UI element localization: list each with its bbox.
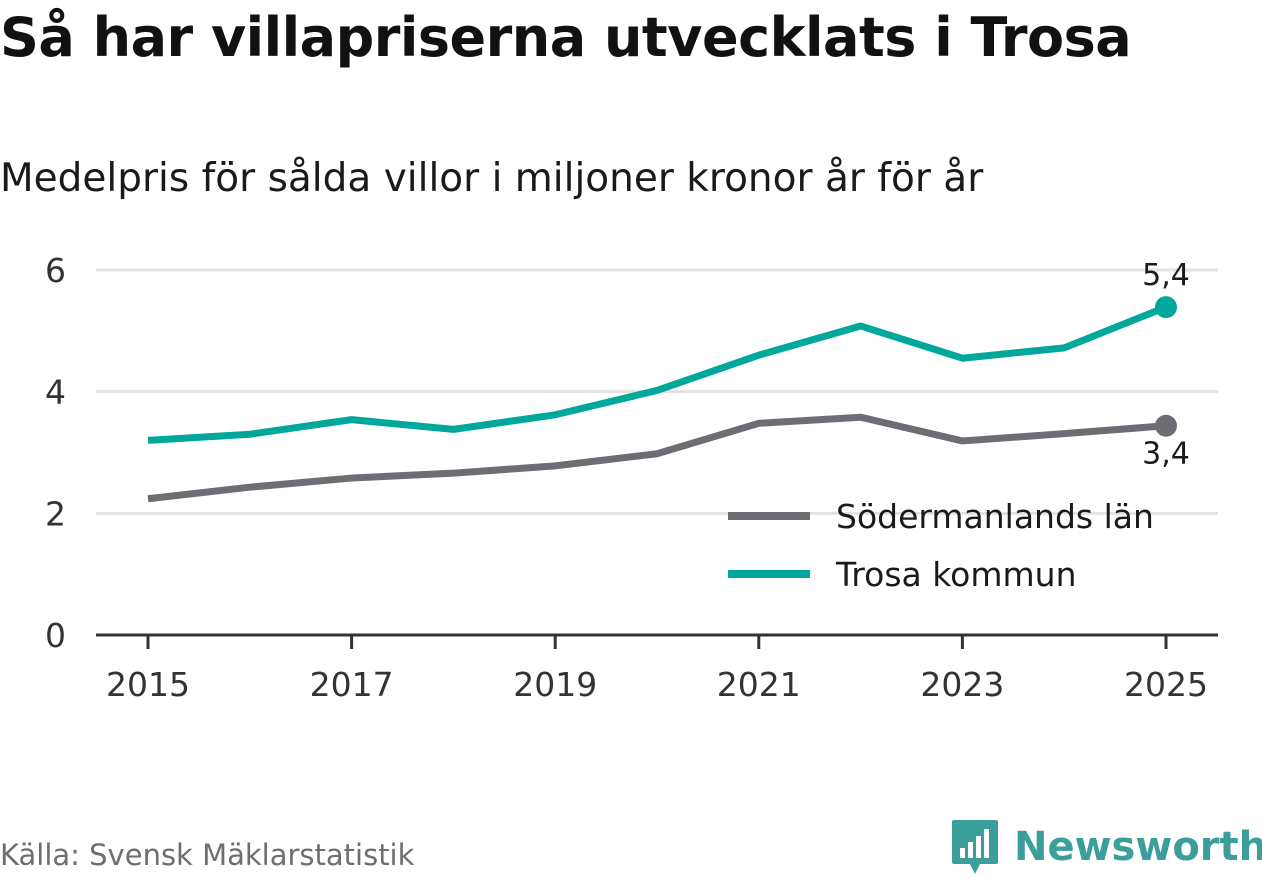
x-tick-label: 2025	[1124, 665, 1208, 704]
series-end-marker-0	[1155, 414, 1177, 437]
x-tick-label: 2019	[513, 665, 597, 704]
x-tick-label: 2021	[717, 665, 801, 704]
series-line-1	[147, 303, 1168, 444]
x-tick-label: 2023	[920, 665, 1004, 704]
source-note: Källa: Svensk Mäklarstatistik	[0, 838, 415, 872]
newsworthy-logo-icon	[952, 820, 998, 874]
y-tick-label: 6	[45, 251, 66, 290]
legend-label-1: Trosa kommun	[835, 555, 1077, 594]
chart-title: Så har villapriserna utvecklats i Trosa	[0, 6, 1132, 69]
x-tick-label: 2017	[310, 665, 394, 704]
series-end-label-1: 5,4	[1142, 258, 1190, 293]
brand-logo: Newsworthy	[950, 818, 1262, 876]
x-tick-label: 2015	[106, 665, 190, 704]
y-tick-label: 2	[45, 494, 66, 533]
series-end-marker-1	[1155, 296, 1177, 319]
series-end-label-0: 3,4	[1142, 437, 1190, 472]
y-tick-label: 0	[45, 616, 66, 655]
series-line-0	[147, 413, 1167, 503]
chart-subtitle: Medelpris för sålda villor i miljoner kr…	[0, 156, 984, 201]
legend-label-0: Södermanlands län	[836, 497, 1154, 536]
brand-name: Newsworthy	[1014, 824, 1262, 870]
y-tick-label: 4	[45, 373, 66, 412]
